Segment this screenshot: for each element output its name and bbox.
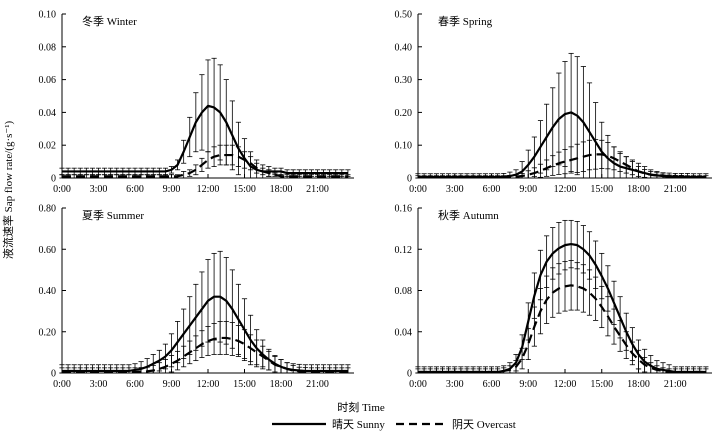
series-overcast	[415, 139, 709, 179]
y-tick-label: 0.06	[39, 75, 57, 86]
panel-title: 冬季 Winter	[82, 14, 137, 28]
y-tick-label: 0.04	[39, 108, 57, 119]
y-tick-label: 0.20	[395, 108, 413, 119]
x-tick-label: 12:00	[554, 379, 577, 390]
panel-4: 0 0.04 0.08 0.12 0.16 0:00 3:00 6:00 9:00 12:00 15…	[395, 204, 712, 390]
series-line-overcast	[62, 336, 348, 374]
series-sunny	[415, 219, 709, 374]
legend-sunny-label: 晴天 Sunny	[332, 418, 385, 431]
x-tick-label: 21:00	[664, 184, 687, 195]
x-tick-label: 9:00	[519, 184, 537, 195]
y-tick-label: 0.60	[39, 245, 57, 256]
y-tick-label: 0	[51, 174, 56, 185]
x-tick-label: 18:00	[627, 184, 650, 195]
x-tick-label: 21:00	[306, 379, 329, 390]
y-tick-label: 0.30	[395, 75, 413, 86]
y-tick-label: 0	[51, 369, 56, 380]
x-tick-label: 18:00	[627, 379, 650, 390]
series-line-overcast	[418, 284, 706, 374]
series-overcast	[59, 321, 351, 374]
y-tick-label: 0.40	[39, 286, 57, 297]
series-line-sunny	[418, 242, 706, 374]
chart-panels: 0 0.02 0.04 0.06 0.08 0.10 0:00 3:00 6:00 9:00 12:…	[39, 10, 712, 390]
y-tick-label: 0	[407, 174, 412, 185]
x-tick-label: 9:00	[163, 184, 181, 195]
panel-1: 0 0.02 0.04 0.06 0.08 0.10 0:00 3:00 6:00 9:00 12:…	[39, 10, 354, 195]
x-tick-label: 3:00	[446, 379, 464, 390]
x-tick-label: 0:00	[409, 184, 427, 195]
panel-title: 秋季 Autumn	[438, 208, 499, 222]
y-tick-label: 0.08	[39, 42, 57, 53]
series-line-overcast	[418, 153, 706, 179]
series-line-overcast	[62, 153, 348, 178]
panel-2: 0 0.10 0.20 0.30 0.40 0.50 0:00 3:00 6:00 9:00 12:…	[395, 10, 712, 195]
x-tick-label: 6:00	[126, 184, 144, 195]
x-tick-label: 18:00	[270, 379, 293, 390]
panel-title: 夏季 Summer	[82, 209, 144, 222]
x-tick-label: 9:00	[163, 379, 181, 390]
x-tick-label: 6:00	[126, 379, 144, 390]
x-tick-label: 21:00	[664, 379, 687, 390]
y-tick-label: 0.80	[39, 204, 57, 215]
x-tick-label: 0:00	[53, 379, 71, 390]
y-tick-label: 0.08	[395, 286, 413, 297]
y-tick-label: 0.10	[395, 141, 413, 152]
x-tick-label: 6:00	[483, 184, 501, 195]
panel-title: 春季 Spring	[438, 15, 493, 28]
shared-y-axis-label: 液流速率 Sap flow rate/(g·s⁻¹)	[1, 121, 15, 260]
series-line-sunny	[62, 104, 348, 175]
y-tick-label: 0.50	[395, 10, 413, 21]
y-tick-label: 0.04	[395, 327, 413, 338]
x-tick-label: 21:00	[306, 184, 329, 195]
x-tick-label: 9:00	[519, 379, 537, 390]
y-tick-label: 0.10	[39, 10, 57, 21]
series-sunny	[59, 57, 351, 179]
x-tick-label: 12:00	[197, 379, 220, 390]
x-tick-label: 15:00	[233, 184, 256, 195]
panel-3: 0 0.20 0.40 0.60 0.80 0:00 3:00 6:00 9:00 12:00 15…	[39, 204, 354, 390]
y-tick-label: 0.16	[395, 204, 413, 215]
series-line-sunny	[418, 111, 706, 179]
y-tick-label: 0.12	[395, 245, 413, 256]
x-tick-label: 0:00	[53, 184, 71, 195]
y-tick-label: 0.20	[39, 327, 57, 338]
x-tick-label: 12:00	[197, 184, 220, 195]
series-sunny	[415, 52, 709, 179]
legend-overcast-label: 阴天 Overcast	[452, 418, 516, 431]
y-tick-label: 0.40	[395, 42, 413, 53]
x-tick-label: 15:00	[590, 184, 613, 195]
series-overcast	[415, 260, 709, 374]
x-tick-label: 6:00	[483, 379, 501, 390]
series-sunny	[59, 250, 351, 374]
shared-x-axis-label: 时刻 Time	[337, 400, 385, 414]
x-tick-label: 18:00	[270, 184, 293, 195]
series-line-sunny	[62, 295, 348, 373]
series-overcast	[59, 144, 351, 179]
x-tick-label: 3:00	[90, 379, 108, 390]
x-tick-label: 0:00	[409, 379, 427, 390]
legend: 晴天 Sunny 阴天 Overcast	[272, 418, 516, 431]
x-tick-label: 15:00	[233, 379, 256, 390]
y-tick-label: 0	[407, 369, 412, 380]
x-tick-label: 3:00	[90, 184, 108, 195]
x-tick-label: 15:00	[590, 379, 613, 390]
y-tick-label: 0.02	[39, 141, 57, 152]
x-tick-label: 3:00	[446, 184, 464, 195]
x-tick-label: 12:00	[554, 184, 577, 195]
